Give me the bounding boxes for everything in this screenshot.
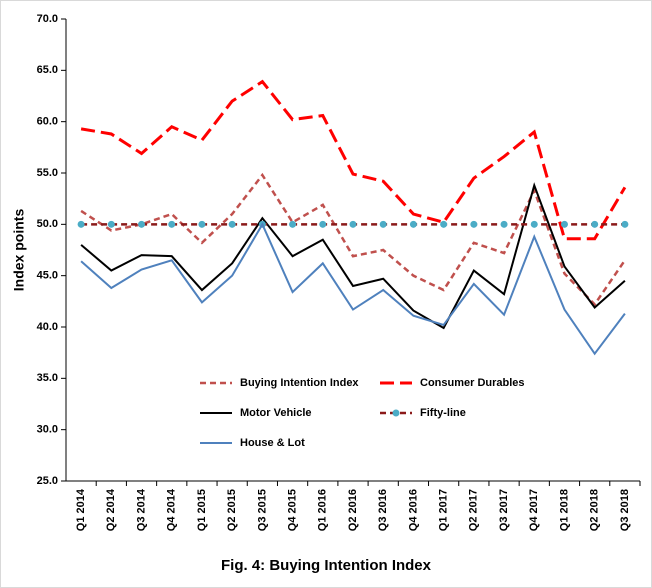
x-tick-label: Q3 2015	[256, 489, 268, 531]
y-tick-label: 50.0	[37, 218, 58, 230]
point	[500, 220, 508, 228]
point	[107, 220, 115, 228]
x-tick-label: Q1 2014	[75, 488, 87, 531]
x-tick-label: Q4 2017	[528, 489, 540, 531]
x-tick-label: Q3 2018	[619, 489, 631, 531]
point	[349, 220, 357, 228]
y-tick-label: 70.0	[37, 13, 58, 25]
legend-label: House & Lot	[240, 437, 305, 449]
y-tick-label: 25.0	[37, 475, 58, 487]
point	[198, 220, 206, 228]
point	[168, 220, 176, 228]
legend-label: Consumer Durables	[420, 377, 525, 389]
x-tick-label: Q2 2015	[226, 489, 238, 531]
y-tick-label: 35.0	[37, 372, 58, 384]
point	[530, 220, 538, 228]
x-tick-label: Q2 2018	[589, 489, 601, 531]
x-tick-label: Q4 2016	[407, 489, 419, 531]
x-tick-label: Q2 2017	[468, 489, 480, 531]
point	[77, 220, 85, 228]
x-tick-label: Q1 2018	[558, 489, 570, 531]
point	[409, 220, 417, 228]
y-tick-label: 60.0	[37, 116, 58, 128]
x-tick-label: Q2 2014	[105, 488, 117, 531]
series-line	[80, 222, 626, 356]
x-tick-label: Q4 2015	[286, 489, 298, 531]
x-tick-label: Q1 2016	[317, 489, 329, 531]
point	[470, 220, 478, 228]
legend-label: Motor Vehicle	[240, 407, 312, 419]
point	[289, 220, 297, 228]
legend-marker	[392, 409, 400, 417]
point	[440, 220, 448, 228]
y-axis-label: Index points	[11, 209, 27, 292]
x-tick-label: Q1 2017	[438, 489, 450, 531]
point	[621, 220, 629, 228]
point	[138, 220, 146, 228]
y-tick-label: 45.0	[37, 270, 58, 282]
point	[379, 220, 387, 228]
y-tick-label: 40.0	[37, 321, 58, 333]
series-line	[80, 182, 626, 330]
x-tick-label: Q2 2016	[347, 489, 359, 531]
x-tick-label: Q3 2014	[135, 488, 147, 531]
x-tick-label: Q3 2016	[377, 489, 389, 531]
point	[228, 220, 236, 228]
point	[591, 220, 599, 228]
y-tick-label: 55.0	[37, 167, 58, 179]
legend-label: Buying Intention Index	[240, 377, 359, 389]
x-tick-label: Q3 2017	[498, 489, 510, 531]
series-line	[80, 172, 626, 307]
point	[319, 220, 327, 228]
y-tick-label: 65.0	[37, 64, 58, 76]
series-line	[80, 79, 627, 241]
point	[560, 220, 568, 228]
y-tick-label: 30.0	[37, 424, 58, 436]
legend-label: Fifty-line	[420, 407, 466, 419]
x-tick-label: Q4 2014	[166, 488, 178, 531]
x-tick-label: Q1 2015	[196, 489, 208, 531]
chart-title: Fig. 4: Buying Intention Index	[221, 557, 432, 574]
